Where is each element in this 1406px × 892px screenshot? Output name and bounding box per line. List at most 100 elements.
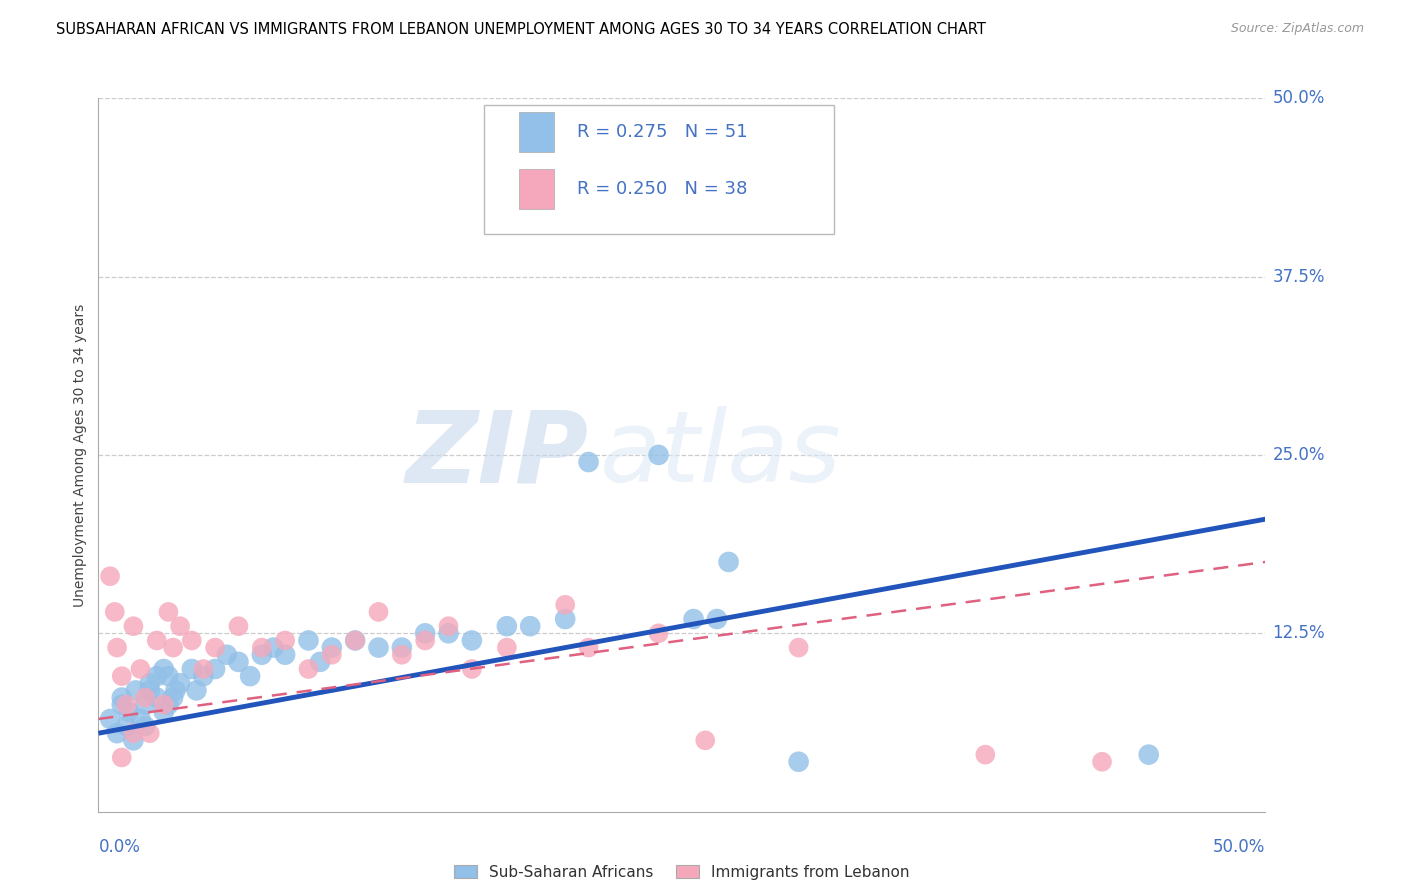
Point: [204, 662, 226, 676]
Point: [250, 640, 273, 655]
Point: [98, 712, 121, 726]
Point: [554, 612, 576, 626]
Point: [104, 605, 127, 619]
Point: [152, 662, 174, 676]
Point: [367, 605, 389, 619]
Point: [578, 455, 600, 469]
FancyBboxPatch shape: [484, 105, 834, 234]
Point: [262, 640, 284, 655]
Point: [391, 648, 413, 662]
Point: [1137, 747, 1160, 762]
Point: [115, 719, 138, 733]
Point: [98, 569, 121, 583]
Point: [461, 633, 484, 648]
Point: [321, 648, 343, 662]
Point: [105, 640, 128, 655]
Point: [146, 669, 169, 683]
Point: [180, 662, 202, 676]
Point: [134, 690, 156, 705]
Point: [139, 726, 162, 740]
Point: [129, 662, 152, 676]
Point: [239, 669, 262, 683]
Point: [706, 612, 728, 626]
Point: [105, 726, 128, 740]
Point: [162, 690, 184, 705]
Point: [461, 662, 484, 676]
Point: [682, 612, 704, 626]
Point: [169, 619, 191, 633]
Text: atlas: atlas: [600, 407, 842, 503]
Point: [695, 733, 717, 747]
Point: [165, 683, 187, 698]
Point: [204, 640, 226, 655]
Point: [297, 633, 319, 648]
Point: [495, 619, 517, 633]
Point: [157, 669, 180, 683]
Text: ZIP: ZIP: [405, 407, 589, 503]
Point: [309, 655, 332, 669]
Point: [139, 683, 162, 698]
Point: [787, 640, 810, 655]
Text: R = 0.275   N = 51: R = 0.275 N = 51: [576, 123, 748, 141]
Point: [391, 640, 413, 655]
Point: [152, 698, 174, 712]
Text: Source: ZipAtlas.com: Source: ZipAtlas.com: [1230, 22, 1364, 36]
Point: [193, 662, 215, 676]
Point: [146, 633, 169, 648]
Point: [437, 619, 460, 633]
Text: 12.5%: 12.5%: [1272, 624, 1324, 642]
Text: R = 0.250   N = 38: R = 0.250 N = 38: [576, 180, 747, 198]
Point: [111, 750, 134, 764]
Legend: Sub-Saharan Africans, Immigrants from Lebanon: Sub-Saharan Africans, Immigrants from Le…: [447, 859, 917, 886]
Point: [134, 698, 156, 712]
Point: [647, 626, 669, 640]
Point: [554, 598, 576, 612]
Point: [193, 669, 215, 683]
Text: SUBSAHARAN AFRICAN VS IMMIGRANTS FROM LEBANON UNEMPLOYMENT AMONG AGES 30 TO 34 Y: SUBSAHARAN AFRICAN VS IMMIGRANTS FROM LE…: [56, 22, 986, 37]
Point: [367, 640, 389, 655]
Point: [495, 640, 517, 655]
Point: [180, 633, 202, 648]
Point: [215, 648, 238, 662]
Point: [1091, 755, 1114, 769]
Point: [647, 448, 669, 462]
Text: 50.0%: 50.0%: [1213, 838, 1265, 856]
Point: [519, 619, 541, 633]
Point: [134, 719, 156, 733]
Point: [578, 640, 600, 655]
Y-axis label: Unemployment Among Ages 30 to 34 years: Unemployment Among Ages 30 to 34 years: [73, 303, 87, 607]
Point: [111, 690, 134, 705]
Text: 37.5%: 37.5%: [1272, 268, 1324, 285]
Point: [157, 605, 180, 619]
Point: [437, 626, 460, 640]
Point: [118, 705, 141, 719]
Point: [122, 733, 145, 747]
Point: [344, 633, 367, 648]
Point: [122, 619, 145, 633]
Point: [228, 655, 250, 669]
Point: [228, 619, 250, 633]
Point: [162, 640, 184, 655]
Point: [111, 669, 134, 683]
Point: [297, 662, 319, 676]
Point: [250, 648, 273, 662]
Point: [413, 626, 436, 640]
Point: [344, 633, 367, 648]
FancyBboxPatch shape: [519, 169, 554, 209]
Point: [157, 698, 180, 712]
Point: [321, 640, 343, 655]
Point: [787, 755, 810, 769]
Point: [974, 747, 997, 762]
Text: 25.0%: 25.0%: [1272, 446, 1324, 464]
Text: 0.0%: 0.0%: [98, 838, 141, 856]
Text: 50.0%: 50.0%: [1272, 89, 1324, 107]
Point: [146, 690, 169, 705]
Point: [111, 698, 134, 712]
Point: [139, 676, 162, 690]
Point: [115, 698, 138, 712]
FancyBboxPatch shape: [519, 112, 554, 152]
Point: [125, 683, 148, 698]
Point: [717, 555, 740, 569]
Point: [169, 676, 191, 690]
Point: [129, 712, 152, 726]
